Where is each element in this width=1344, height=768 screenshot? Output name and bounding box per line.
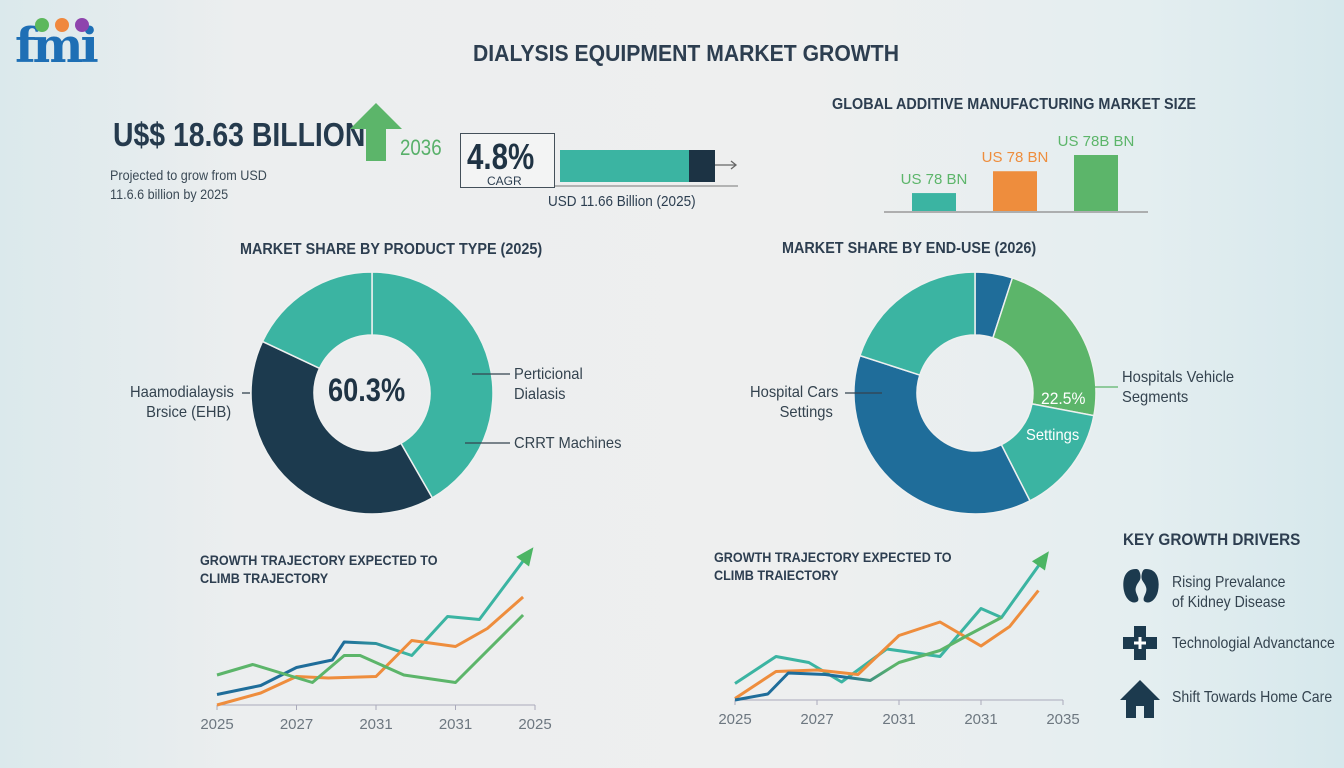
- driver-item-kidney: Rising Prevalance of Kidney Disease: [1172, 573, 1285, 613]
- donut-slice: [250, 340, 434, 515]
- cagr-box: 4.8% CAGR: [460, 133, 555, 188]
- label-line: Hospital Cars: [750, 384, 839, 401]
- label-line: Brsice (EHB): [146, 404, 232, 421]
- label-line: Dialasis: [514, 386, 566, 403]
- series-line: [734, 616, 1003, 702]
- up-arrow-icon: [350, 103, 402, 161]
- progress-bar-end: [689, 150, 715, 182]
- bar: [1074, 155, 1118, 211]
- label-hospitals-vehicle: Hospitals Vehicle Segments: [1122, 368, 1234, 408]
- driver-line: Rising Prevalance: [1172, 574, 1286, 591]
- arrow-head-icon: [516, 547, 534, 567]
- subtitle-line: Projected to grow from USD: [110, 167, 267, 183]
- cagr-caption: USD 11.66 Billion (2025): [548, 193, 696, 210]
- headline-year: 2036: [400, 135, 442, 160]
- series-line: [734, 589, 1040, 700]
- label-line: Settings: [779, 404, 833, 421]
- driver-item-home-care: Shift Towards Home Care: [1172, 689, 1333, 706]
- headline-value: U$$ 18.63 BILLION: [113, 116, 366, 153]
- donut1-title: MARKET SHARE BY PRODUCT TYPE (2025): [240, 241, 543, 258]
- line1-title: GROWTH TRAJECTORY EXPECTED TO CLIMB TRAJE…: [200, 551, 438, 587]
- label-hospital-cars: Hospital Cars Settings: [750, 383, 839, 423]
- donut-slice: [858, 271, 976, 377]
- driver-item-technology: Technologial Advanctance: [1172, 635, 1335, 652]
- fmi-logo: fmi: [15, 18, 99, 70]
- x-tick-label: 2035: [1046, 711, 1079, 728]
- x-tick-label: 2027: [280, 716, 313, 733]
- bar-data-label: US 78 BN: [982, 149, 1049, 166]
- cagr-label: CAGR: [487, 174, 522, 188]
- line2-title: GROWTH TRAJECTORY EXPECTED TO CLIMB TRAIE…: [714, 548, 952, 584]
- x-tick-label: 2031: [882, 711, 915, 728]
- donut-slice: [991, 276, 1097, 417]
- x-tick-label: 2031: [964, 711, 997, 728]
- bar-data-label: US 78B BN: [1058, 133, 1135, 150]
- bar: [912, 193, 956, 211]
- bar: [993, 171, 1037, 211]
- label-line: Segments: [1122, 389, 1189, 406]
- label-line: Perticional: [514, 366, 583, 383]
- donut-slice: [261, 271, 373, 370]
- bar-data-label: US 78 BN: [901, 171, 968, 188]
- label-haemodialysis: Haamodialaysis Brsice (EHB): [130, 383, 234, 423]
- series-line: [216, 613, 525, 684]
- donut-slice: [853, 354, 1031, 515]
- driver-line: of Kidney Disease: [1172, 594, 1286, 611]
- label-percent: 22.5%: [1041, 389, 1086, 408]
- x-tick-label: 2031: [359, 716, 392, 733]
- donut2-title: MARKET SHARE BY END-USE (2026): [782, 240, 1037, 257]
- drivers-title: KEY GROWTH DRIVERS: [1123, 530, 1301, 549]
- title-line: CLIMB TRAIECTORY: [714, 567, 839, 583]
- cagr-value: 4.8%: [467, 136, 535, 177]
- headline-subtitle: Projected to grow from USD 11.6.6 billio…: [110, 166, 267, 204]
- x-tick-label: 2031: [439, 716, 472, 733]
- series-line: [216, 595, 525, 707]
- title-line: GROWTH TRAJECTORY EXPECTED TO: [200, 552, 438, 568]
- x-tick-label: 2025: [718, 711, 751, 728]
- label-line: Hospitals Vehicle: [1122, 369, 1235, 386]
- x-tick-label: 2025: [200, 716, 233, 733]
- label-crrt: CRRT Machines: [514, 435, 622, 452]
- title-line: GROWTH TRAJECTORY EXPECTED TO: [714, 549, 952, 565]
- title-line: CLIMB TRAJECTORY: [200, 570, 329, 586]
- label-peritoneal: Perticional Dialasis: [514, 365, 583, 405]
- arrow-head-icon: [1031, 551, 1049, 571]
- label-line: Haamodialaysis: [130, 384, 234, 401]
- bar-chart-title: GLOBAL ADDITIVE MANUFACTURING MARKET SIZ…: [832, 96, 1196, 113]
- x-tick-label: 2025: [518, 716, 551, 733]
- donut1-center-label: 60.3%: [328, 372, 406, 408]
- label-settings: Settings: [1026, 427, 1080, 444]
- x-tick-label: 2027: [800, 711, 833, 728]
- subtitle-line: 11.6.6 billion by 2025: [110, 186, 229, 202]
- donut-slice: [371, 271, 494, 499]
- series-line: [216, 549, 533, 696]
- page-title: DIALYSIS EQUIPMENT MARKET GROWTH: [473, 40, 899, 66]
- growth-progress-bar: [560, 150, 715, 182]
